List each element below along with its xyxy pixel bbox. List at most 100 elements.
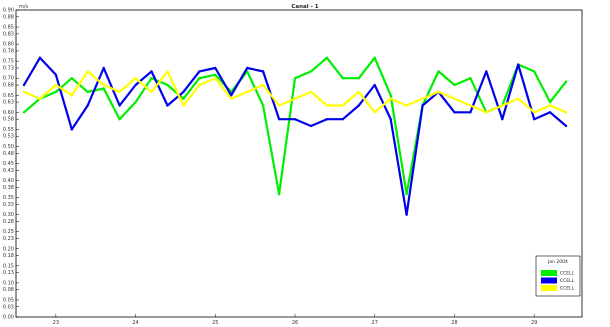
y-tick-label: 0.20: [3, 246, 14, 252]
plot-frame: [15, 9, 583, 318]
series-3-point: [373, 111, 376, 114]
series-2-point: [86, 104, 89, 107]
y-tick-label: 0.45: [3, 161, 14, 167]
series-3-point: [214, 77, 217, 80]
series-1-point: [261, 104, 265, 107]
y-tick-label: 0.43: [3, 168, 14, 174]
series-3-point: [230, 97, 233, 100]
y-tick-label: 0.83: [3, 31, 14, 37]
series-3-point: [405, 104, 408, 107]
series-3-point: [150, 90, 153, 94]
y-tick-label: 0.88: [3, 14, 14, 20]
series-3-point: [389, 97, 392, 100]
series-2-point: [38, 56, 42, 59]
series-1-point: [564, 80, 568, 83]
y-tick-label: 0.68: [3, 83, 14, 89]
y-tick-label: 0.13: [3, 270, 14, 276]
series-2-point: [325, 117, 329, 121]
series-2-point: [485, 70, 488, 73]
series-1-point: [325, 56, 329, 59]
x-tick-label: 27: [372, 320, 378, 326]
x-tick-label: 26: [292, 320, 298, 326]
x-tick-label: 28: [451, 320, 457, 326]
series-2-point: [453, 111, 456, 114]
series-3-point: [261, 83, 265, 87]
y-tick-label: 0.10: [3, 280, 14, 286]
y-tick-label: 0.50: [3, 144, 14, 150]
y-tick-label: 0.18: [3, 253, 14, 259]
series-2-point: [150, 70, 153, 73]
y-tick-label: 0.23: [3, 236, 14, 242]
y-tick-label: 0.73: [3, 65, 14, 71]
y-tick-label: 0.65: [3, 93, 14, 99]
y-tick-label: 0.30: [3, 212, 14, 218]
series-2-point: [405, 213, 408, 216]
series-1-point: [102, 87, 105, 90]
series-1-point: [548, 100, 552, 104]
series-1-point: [293, 77, 297, 80]
legend-swatch-1: [541, 270, 557, 276]
series-3-point: [134, 77, 137, 80]
series-2-point: [182, 90, 185, 94]
series-1-point: [150, 77, 153, 80]
series-3-point: [166, 70, 169, 73]
series-2-point: [389, 117, 392, 121]
y-tick-label: 0.35: [3, 195, 14, 201]
series-1-point: [118, 117, 121, 121]
series-1-point: [277, 193, 281, 196]
y-tick-label: 0.03: [3, 304, 14, 310]
series-2-point: [261, 70, 265, 73]
series-2-point: [373, 83, 376, 87]
y-tick-label: 0.80: [3, 42, 14, 48]
series-3-point: [501, 104, 504, 107]
y-tick-label: 0.53: [3, 134, 14, 140]
series-3-point: [245, 90, 249, 94]
series-2-point: [357, 104, 360, 107]
series-2-point: [277, 117, 281, 121]
series-2-point: [517, 63, 520, 66]
x-tick-label: 25: [212, 320, 218, 326]
series-1-point: [469, 77, 472, 80]
series-1-point: [86, 90, 89, 94]
series-1-point: [453, 83, 456, 87]
y-tick-label: 0.40: [3, 178, 14, 184]
series-1-point: [214, 73, 217, 77]
series-3-point: [293, 97, 297, 100]
x-axis-ticks: 23 24 25 26 27 28 29: [53, 314, 537, 326]
series-3-point: [198, 83, 201, 87]
series-1-point: [309, 70, 313, 73]
series-3-point: [469, 104, 472, 107]
series-2-point: [230, 94, 233, 97]
series-3-point: [485, 111, 488, 114]
series-2-point: [532, 117, 536, 121]
series-1-point: [357, 77, 360, 80]
y-tick-label: 0.05: [3, 297, 14, 303]
series-1-point: [405, 193, 408, 196]
series-3-point: [277, 104, 281, 107]
series-1-point: [532, 70, 536, 73]
y-tick-label: 0.85: [3, 25, 14, 31]
series-2-point: [293, 117, 297, 121]
series-2-point: [469, 111, 472, 114]
y-tick-label: 0.55: [3, 127, 14, 133]
series-1-point: [54, 90, 58, 94]
y-tick-label: 0.33: [3, 202, 14, 208]
series-1-point: [70, 77, 74, 80]
series-2-point: [564, 124, 568, 128]
series-1-point: [166, 83, 169, 87]
chart-title: Canal - 1: [291, 4, 318, 10]
series-1-point: [198, 77, 201, 80]
series-3-point: [548, 104, 552, 107]
series-1-point: [22, 111, 26, 114]
series-2-point: [421, 104, 424, 107]
y-tick-label: 0.75: [3, 59, 14, 65]
y-axis-ticks: 0.900.88 0.850.83 0.800.78 0.750.73 0.700.68…: [3, 8, 19, 321]
series-2-point: [245, 66, 249, 70]
series-3-point: [341, 104, 345, 107]
series-2-point: [134, 83, 137, 87]
y-tick-label: 0.25: [3, 229, 14, 235]
series-3-point: [70, 94, 74, 97]
series-2-point: [102, 66, 105, 70]
